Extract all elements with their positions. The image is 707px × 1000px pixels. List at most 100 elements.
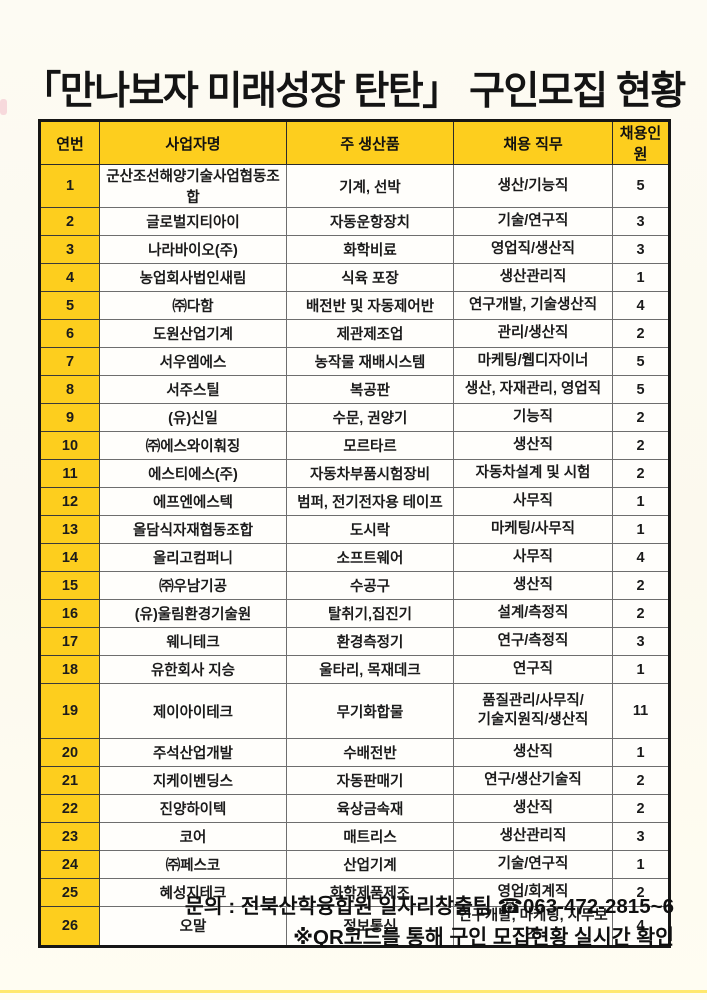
table-row: 1 군산조선해양기술사업협동조합 기계, 선박 생산/기능직 5	[39, 164, 670, 208]
footer-contact: 문의 : 전북산학융합원 일자리창출팀 ☎063-472-2815~6 ※QR코…	[185, 892, 674, 954]
company-cell: (유)울림환경기술원	[99, 599, 287, 628]
job-cell: 연구/측정직	[453, 627, 613, 656]
job-cell: 연구/생산기술직	[453, 766, 613, 795]
table-row: 15 ㈜우남기공 수공구 생산직 2	[39, 571, 670, 600]
company-cell: 글로벌지티아이	[99, 207, 287, 236]
hires-cell: 2	[612, 431, 670, 460]
row-number-cell: 24	[39, 850, 100, 879]
job-cell: 생산직	[453, 431, 613, 460]
table-row: 23 코어 매트리스 생산관리직 3	[39, 822, 670, 851]
company-cell: 에프엔에스텍	[99, 487, 287, 516]
row-number-cell: 11	[39, 459, 100, 488]
row-number-cell: 26	[39, 906, 100, 947]
hires-cell: 2	[612, 459, 670, 488]
hires-cell: 3	[612, 822, 670, 851]
company-cell: ㈜페스코	[99, 850, 287, 879]
company-cell: ㈜다함	[99, 291, 287, 320]
product-cell: 자동차부품시험장비	[286, 459, 454, 488]
job-cell: 기술/연구직	[453, 850, 613, 879]
table-row: 17 웨니테크 환경측정기 연구/측정직 3	[39, 627, 670, 656]
product-cell: 화학비료	[286, 235, 454, 264]
product-cell: 탈취기,집진기	[286, 599, 454, 628]
company-cell: 나라바이오(주)	[99, 235, 287, 264]
table-row: 11 에스티에스(주) 자동차부품시험장비 자동차설계 및 시험 2	[39, 459, 670, 488]
product-cell: 육상금속재	[286, 794, 454, 823]
company-cell: 웨니테크	[99, 627, 287, 656]
hires-cell: 2	[612, 766, 670, 795]
job-cell: 생산/기능직	[453, 164, 613, 208]
row-number-cell: 8	[39, 375, 100, 404]
row-number-cell: 4	[39, 263, 100, 292]
hires-cell: 1	[612, 655, 670, 684]
row-number-cell: 14	[39, 543, 100, 572]
table-row: 18 유한회사 지승 울타리, 목재데크 연구직 1	[39, 655, 670, 684]
product-cell: 범퍼, 전기전자용 테이프	[286, 487, 454, 516]
header-product: 주 생산품	[286, 120, 454, 165]
product-cell: 산업기계	[286, 850, 454, 879]
row-number-cell: 23	[39, 822, 100, 851]
product-cell: 기계, 선박	[286, 164, 454, 208]
hires-cell: 2	[612, 403, 670, 432]
job-cell: 연구직	[453, 655, 613, 684]
table-row: 2 글로벌지티아이 자동운항장치 기술/연구직 3	[39, 207, 670, 236]
header-no: 연번	[39, 120, 100, 165]
table-row: 24 ㈜페스코 산업기계 기술/연구직 1	[39, 850, 670, 879]
hires-cell: 1	[612, 263, 670, 292]
header-hires: 채용인원	[612, 120, 670, 165]
table-body: 1 군산조선해양기술사업협동조합 기계, 선박 생산/기능직 5 2 글로벌지티아이 자동운항…	[39, 164, 670, 947]
company-cell: ㈜우남기공	[99, 571, 287, 600]
company-cell: 올리고컴퍼니	[99, 543, 287, 572]
hires-cell: 1	[612, 515, 670, 544]
row-number-cell: 6	[39, 319, 100, 348]
hires-cell: 3	[612, 235, 670, 264]
company-cell: 오말	[99, 906, 287, 947]
row-number-cell: 9	[39, 403, 100, 432]
product-cell: 무기화합물	[286, 683, 454, 739]
footer-line-qr-note: ※QR코드를 통해 구인 모집현황 실시간 확인	[293, 925, 674, 949]
page-title: 「만나보자 미래성장 탄탄」 구인모집 현황	[22, 70, 686, 114]
job-cell: 생산, 자재관리, 영업직	[453, 375, 613, 404]
company-cell: 서우엠에스	[99, 347, 287, 376]
row-number-cell: 19	[39, 683, 100, 739]
row-number-cell: 7	[39, 347, 100, 376]
product-cell: 울타리, 목재데크	[286, 655, 454, 684]
product-cell: 소프트웨어	[286, 543, 454, 572]
product-cell: 정보통신	[286, 906, 454, 947]
hires-cell: 5	[612, 375, 670, 404]
table-row: 19 제이아이테크 무기화합물 품질관리/사무직/ 기술지원직/생산직 11	[39, 683, 670, 739]
company-cell: 주석산업개발	[99, 738, 287, 767]
table-header-row: 연번 사업자명 주 생산품 채용 직무 채용인원	[39, 120, 670, 165]
hires-cell: 2	[612, 878, 670, 907]
table-row: 8 서주스틸 복공판 생산, 자재관리, 영업직 5	[39, 375, 670, 404]
job-cell: 관리/생산직	[453, 319, 613, 348]
product-cell: 자동운항장치	[286, 207, 454, 236]
footer-line-contact: 문의 : 전북산학융합원 일자리창출팀 ☎063-472-2815~6	[184, 895, 674, 918]
product-cell: 자동판매기	[286, 766, 454, 795]
row-number-cell: 2	[39, 207, 100, 236]
job-cell: 생산직	[453, 571, 613, 600]
product-cell: 수배전반	[286, 738, 454, 767]
job-cell: 생산관리직	[453, 263, 613, 292]
product-cell: 배전반 및 자동제어반	[286, 291, 454, 320]
recruitment-table: 연번 사업자명 주 생산품 채용 직무 채용인원 1 군산조선해양기술사업협동조합…	[38, 119, 671, 948]
product-cell: 도시락	[286, 515, 454, 544]
job-cell: 자동차설계 및 시험	[453, 459, 613, 488]
hires-cell: 4	[612, 906, 670, 947]
table-row: 21 지케이벤딩스 자동판매기 연구/생산기술직 2	[39, 766, 670, 795]
job-cell: 품질관리/사무직/ 기술지원직/생산직	[453, 683, 613, 739]
company-cell: 지케이벤딩스	[99, 766, 287, 795]
row-number-cell: 15	[39, 571, 100, 600]
hires-cell: 1	[612, 850, 670, 879]
hires-cell: 11	[612, 683, 670, 739]
table-row: 26 오말 정보통신 연구개발, 마케팅, 사무보조 4	[39, 906, 670, 947]
row-number-cell: 10	[39, 431, 100, 460]
table-row: 6 도원산업기계 제관제조업 관리/생산직 2	[39, 319, 670, 348]
company-cell: 농업회사법인새림	[99, 263, 287, 292]
company-cell: 서주스틸	[99, 375, 287, 404]
row-number-cell: 22	[39, 794, 100, 823]
company-cell: 코어	[99, 822, 287, 851]
product-cell: 수공구	[286, 571, 454, 600]
row-number-cell: 20	[39, 738, 100, 767]
company-cell: 진양하이텍	[99, 794, 287, 823]
